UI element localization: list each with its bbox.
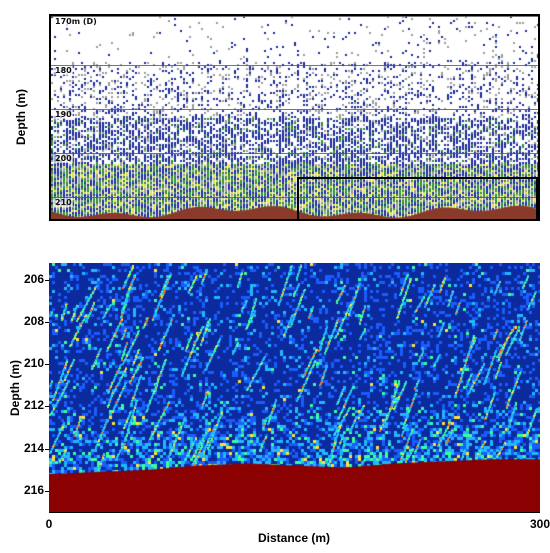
y-tick-212: 212: [23, 398, 44, 413]
depth-marker-210: 210: [54, 197, 73, 207]
y-tick-216: 216: [23, 482, 44, 497]
depth-line-180: [51, 64, 538, 66]
top-echogram: 170m (D) 180 190 200 210: [49, 14, 540, 221]
x-axis-label: Distance (m): [257, 531, 331, 545]
top-echogram-canvas: [51, 16, 538, 219]
top-y-axis-label: Depth (m): [14, 89, 28, 145]
bottom-echogram: [49, 263, 540, 512]
y-tick-mark-212: [45, 406, 49, 408]
depth-marker-170: 170m (D): [54, 17, 98, 26]
bottom-echogram-canvas: [49, 263, 540, 512]
x-tick-0: 0: [45, 517, 53, 531]
depth-marker-190: 190: [54, 109, 73, 119]
depth-line-210: [51, 196, 538, 198]
y-tick-mark-216: [45, 490, 49, 492]
depth-line-170: [51, 16, 538, 17]
x-axis-line: [49, 512, 540, 513]
y-tick-214: 214: [23, 440, 44, 455]
y-tick-mark-214: [45, 448, 49, 450]
x-tick-300: 300: [529, 517, 550, 531]
depth-marker-180: 180: [54, 65, 73, 75]
depth-line-190: [51, 108, 538, 110]
y-tick-mark-206: [45, 279, 49, 281]
y-tick-mark-210: [45, 364, 49, 366]
y-tick-208: 208: [23, 314, 44, 329]
y-tick-206: 206: [23, 271, 44, 286]
depth-line-200: [51, 152, 538, 154]
y-tick-210: 210: [23, 356, 44, 371]
depth-marker-200: 200: [54, 153, 73, 163]
zoom-region-box: [296, 177, 538, 219]
y-tick-mark-208: [45, 322, 49, 324]
